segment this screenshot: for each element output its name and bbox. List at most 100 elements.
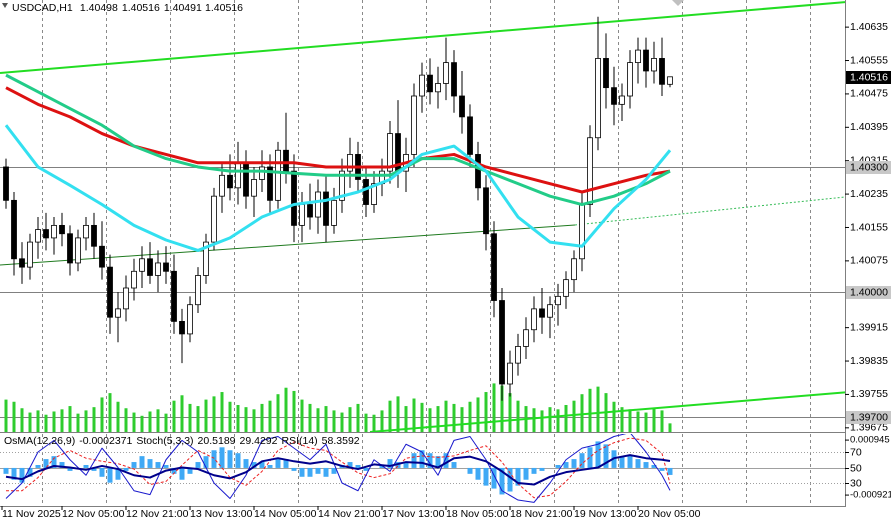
candle-body	[251, 179, 257, 197]
osma-bar	[379, 464, 385, 468]
volume-bar	[492, 383, 496, 432]
volume-bar	[116, 401, 120, 432]
volume-bar	[356, 403, 360, 432]
y-tick-label: 1.40635	[850, 21, 888, 33]
indicator-value: 29.4292	[240, 435, 278, 447]
osma-bar	[171, 467, 177, 474]
volume-bar	[620, 407, 624, 432]
candle-body	[211, 195, 217, 243]
osma-bar	[491, 467, 497, 489]
trend-line	[0, 1, 845, 75]
candle-body	[115, 308, 121, 318]
candle-body	[267, 166, 273, 201]
volume-bar	[324, 406, 328, 432]
candle-body	[419, 74, 425, 97]
indicator-value: -0.0002371	[79, 435, 132, 447]
volume-bar	[476, 397, 480, 432]
x-tick-label: 13 Nov 13:00	[190, 508, 253, 520]
volume-bar	[244, 407, 248, 432]
moving-average	[4, 124, 672, 252]
candle-body	[171, 270, 177, 322]
osma-bar	[483, 467, 489, 486]
volume-bar	[108, 393, 112, 432]
candle-body	[371, 183, 377, 205]
candle-body	[387, 133, 393, 172]
y-tick-label: 1.40555	[850, 54, 888, 66]
osma-bar	[259, 462, 265, 468]
volume-bar	[372, 414, 376, 432]
volume-bar	[76, 413, 80, 432]
osma-bar	[275, 459, 281, 468]
volume-bar	[60, 409, 64, 432]
osma-bar	[27, 467, 33, 477]
indicator-value: 20.5189	[198, 435, 236, 447]
candle-body	[643, 49, 649, 72]
candle-body	[59, 224, 65, 235]
osma-bar	[219, 447, 225, 468]
indicator-name: Stoch(5,3,3)	[136, 435, 193, 447]
candle-body	[323, 191, 329, 226]
candle-body	[619, 95, 625, 105]
candle-body	[283, 149, 289, 172]
candle-body	[563, 279, 569, 297]
volume-bar	[628, 409, 632, 432]
osma-bar	[427, 453, 433, 468]
candle-body	[539, 308, 545, 318]
osma-bar	[299, 467, 305, 477]
candle-body	[515, 346, 521, 364]
volume-bar	[364, 413, 368, 432]
osma-bar	[323, 467, 329, 477]
candle-body	[3, 166, 9, 201]
candle-body	[635, 49, 641, 64]
osma-bar	[139, 456, 145, 468]
candle-body	[603, 58, 609, 89]
volume-bar	[636, 411, 640, 432]
osma-bar	[11, 467, 17, 480]
candle-body	[611, 87, 617, 105]
volume-bar	[124, 408, 128, 432]
trend-line	[369, 391, 845, 432]
volume-bar	[428, 408, 432, 432]
volume-bar	[28, 412, 32, 432]
osma-bar	[507, 467, 513, 492]
volume-bar	[508, 393, 512, 432]
osma-bar	[307, 467, 313, 477]
osma-bar	[315, 467, 321, 474]
candle-body	[347, 154, 353, 172]
osma-bar	[131, 462, 137, 468]
y-tick-label: 1.39755	[850, 388, 888, 400]
x-tick-label: 18 Nov 21:00	[510, 508, 573, 520]
candle-body	[363, 179, 369, 205]
candle-body	[227, 174, 233, 189]
osma-bar	[411, 453, 417, 468]
candle-body	[235, 162, 241, 189]
volume-bar	[92, 407, 96, 432]
candle-body	[27, 241, 33, 268]
x-tick-label: 19 Nov 13:00	[574, 508, 637, 520]
osma-bar	[19, 467, 25, 483]
osma-bar	[531, 467, 537, 474]
volume-bar	[396, 396, 400, 432]
candle-body	[315, 191, 321, 218]
volume-bar	[388, 400, 392, 432]
x-tick-label: 12 Nov 21:00	[126, 508, 189, 520]
candle-body	[531, 308, 537, 331]
candle-body	[667, 76, 673, 85]
candle-body	[555, 295, 561, 306]
osma-bar	[635, 459, 641, 468]
trend-line	[574, 196, 845, 226]
volume-bar	[660, 410, 664, 432]
oscillator-pane	[0, 434, 845, 506]
volume-bar	[652, 408, 656, 432]
candle-body	[411, 95, 417, 155]
candle-body	[491, 233, 497, 301]
candle-body	[595, 58, 601, 139]
candle-body	[571, 258, 577, 281]
volume-bar	[548, 407, 552, 432]
osma-bar	[179, 467, 185, 480]
x-tick-label: 18 Nov 05:00	[446, 508, 509, 520]
candle-body	[475, 154, 481, 189]
candle-body	[435, 83, 441, 93]
volume-bar	[36, 410, 40, 432]
candle-body	[627, 62, 633, 97]
